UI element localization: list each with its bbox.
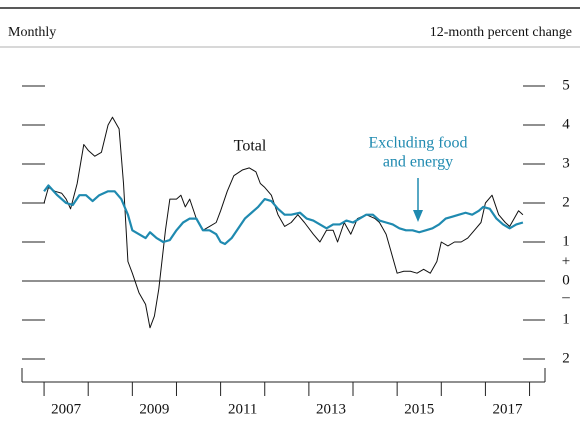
y-tick-label: 1 [562,311,570,327]
y-sign-minus: – [561,289,570,305]
y-tick-label: 2 [562,194,570,210]
annotation-core: Excluding food [368,135,467,152]
subtitle-right: 12-month percent change [430,25,572,40]
y-tick-label: 0 [562,272,570,288]
x-tick-label: 2015 [404,401,434,417]
y-sign-plus: + [562,253,570,269]
series-line [43,184,524,246]
x-tick-label: 2009 [139,401,169,417]
series-line [43,116,524,329]
subtitle-left: Monthly [8,25,56,40]
y-tick-label: 3 [562,155,570,171]
y-tick-label: 2 [562,350,570,366]
y-tick-label: 5 [562,77,570,93]
x-tick-label: 2013 [316,401,346,417]
annotation-arrowhead [413,210,423,222]
y-tick-label: 1 [562,233,570,249]
x-tick-label: 2017 [492,401,523,417]
annotation-total: Total [234,138,267,155]
x-tick-label: 2011 [228,401,257,417]
x-tick-label: 2007 [51,401,82,417]
y-tick-label: 4 [562,116,570,132]
annotation-core: and energy [383,154,453,171]
